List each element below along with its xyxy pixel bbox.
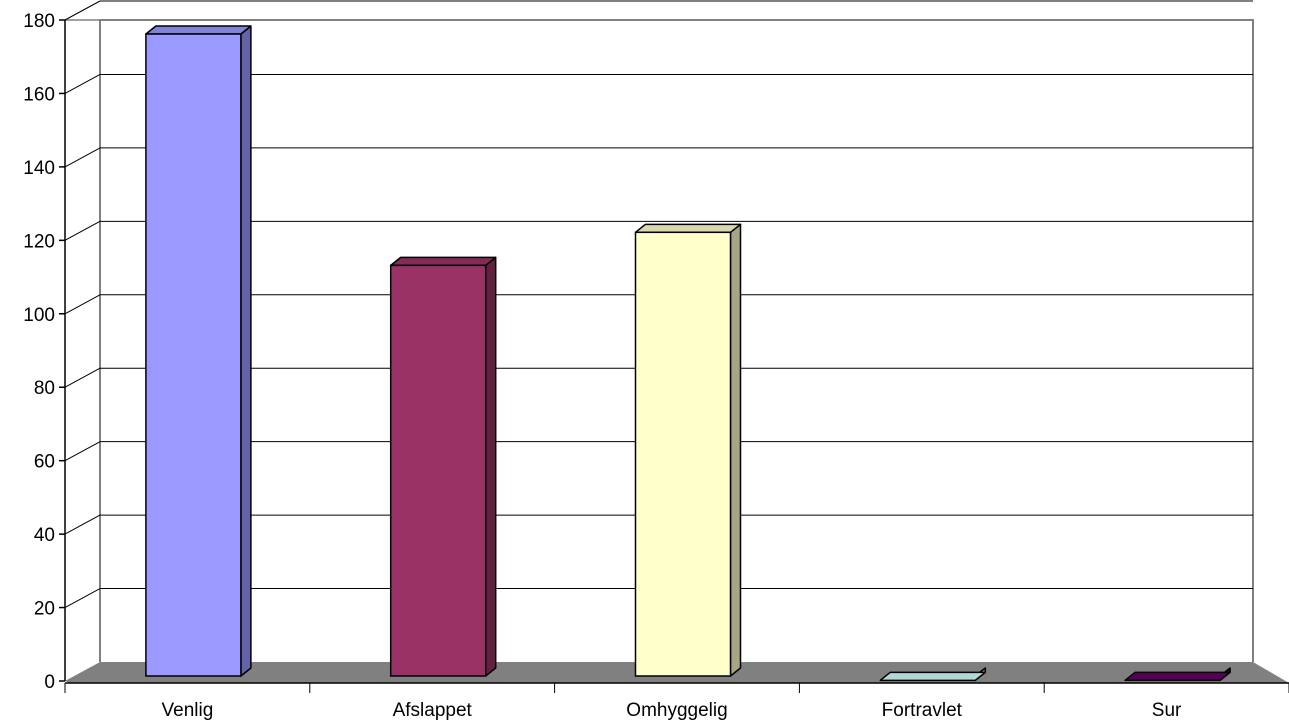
x-tick-label: Afslappet: [393, 700, 473, 721]
y-tick-label: 40: [34, 525, 55, 546]
bar-front-face: [389, 264, 487, 677]
bar-side-face: [240, 25, 252, 677]
y-tick-label: 80: [34, 378, 55, 399]
x-tick-label: Venlig: [162, 700, 214, 721]
bar-front-face: [145, 33, 242, 677]
y-tick-label: 0: [44, 672, 55, 693]
side-gridline: [64, 0, 101, 21]
side-gridline: [64, 441, 101, 462]
y-tick-label: 100: [23, 305, 55, 326]
bar-front-face: [634, 231, 732, 677]
side-gridline: [64, 588, 101, 608]
bar-sur: [1124, 667, 1231, 682]
bar-top-face: [389, 256, 497, 267]
bar-venlig: [145, 25, 252, 677]
bar-fortravlet: [879, 667, 987, 682]
bar-side-face: [484, 256, 497, 677]
x-tick-label: Sur: [1152, 700, 1182, 721]
back-wall-border: [99, 19, 1254, 662]
y-tick-label: 120: [23, 231, 55, 252]
y-axis: 0 20 40 60 80 100 120 140 160 180: [23, 11, 1289, 693]
bar-side-face: [729, 223, 742, 677]
side-gridline: [64, 294, 101, 315]
bar-top-face: [1124, 671, 1231, 682]
category-labels: Venlig Afslappet Omhyggelig Fortravlet Sur: [162, 700, 1183, 721]
side-gridline: [64, 220, 101, 241]
bar-afslappet: [389, 256, 497, 677]
bar-top-face: [879, 671, 987, 682]
side-gridline: [64, 514, 101, 535]
side-gridline: [64, 147, 101, 168]
bar-omhyggelig: [634, 223, 742, 677]
bar-top-face: [145, 25, 252, 35]
x-tick-label: Fortravlet: [882, 700, 963, 721]
y-tick-label: 180: [23, 11, 55, 32]
bars: [145, 25, 1231, 682]
side-gridline: [64, 74, 101, 94]
y-tick-label: 140: [23, 158, 55, 179]
y-tick-label: 60: [34, 452, 55, 473]
side-gridline: [64, 367, 101, 388]
y-tick-label: 160: [23, 84, 55, 105]
bar-top-face: [634, 223, 742, 234]
y-tick-label: 20: [34, 599, 55, 620]
x-tick-label: Omhyggelig: [626, 700, 727, 721]
